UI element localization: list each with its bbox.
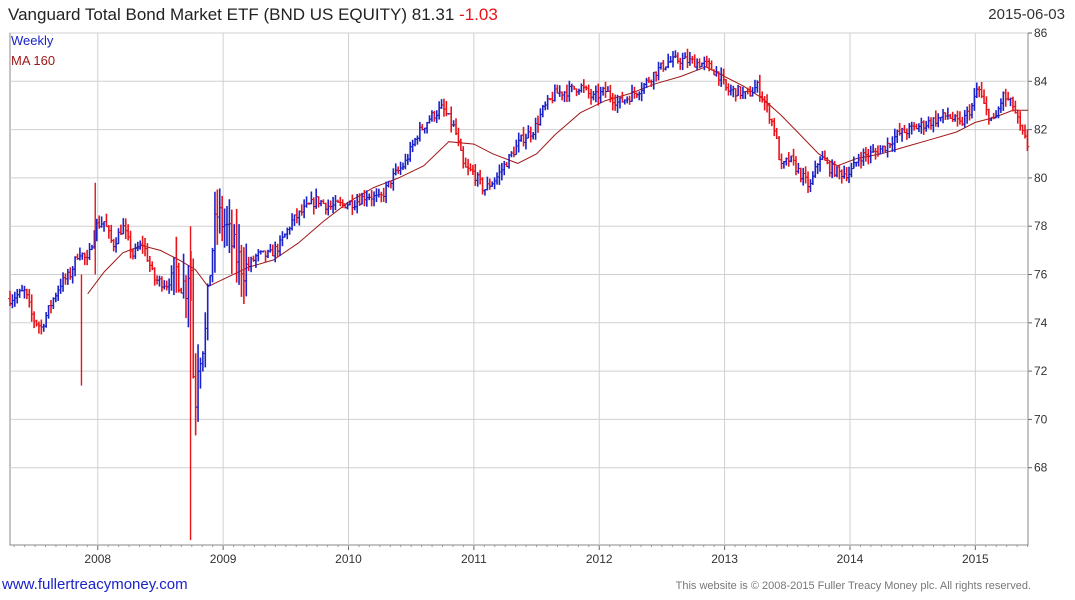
y-tick-label: 86 <box>1034 26 1048 40</box>
x-tick-label: 2015 <box>962 552 989 566</box>
y-tick-label: 80 <box>1034 171 1048 185</box>
y-tick-label: 70 <box>1034 412 1048 426</box>
y-tick-label: 82 <box>1034 123 1048 137</box>
y-tick-label: 74 <box>1034 316 1048 330</box>
x-tick-label: 2010 <box>335 552 362 566</box>
x-tick-label: 2012 <box>586 552 613 566</box>
grid <box>10 32 1028 545</box>
x-tick-label: 2014 <box>837 552 864 566</box>
y-tick-label: 76 <box>1034 268 1048 282</box>
last-price: 81.31 <box>411 5 455 24</box>
x-tick-label: 2008 <box>84 552 111 566</box>
x-tick-label: 2013 <box>711 552 738 566</box>
x-axis: 2008 2009 2010 2011 2012 2013 2014 2015 <box>13 545 1029 566</box>
chart-date: 2015-06-03 <box>988 6 1065 23</box>
plot-area <box>9 32 1029 546</box>
y-tick-label: 68 <box>1034 461 1048 475</box>
price-change: -1.03 <box>459 5 498 24</box>
copyright: This website is © 2008-2015 Fuller Treac… <box>675 580 1031 592</box>
ma-line <box>87 66 1028 295</box>
ma-160-line <box>87 66 1028 295</box>
y-axis: 68 70 72 74 76 78 80 82 84 86 <box>1028 26 1048 475</box>
y-tick-label: 72 <box>1034 364 1048 378</box>
y-tick-label: 84 <box>1034 74 1048 88</box>
site-link[interactable]: www.fullertreacymoney.com <box>2 576 188 593</box>
y-tick-label: 78 <box>1034 219 1048 233</box>
price-spikes <box>80 182 192 541</box>
legend-weekly: Weekly <box>11 33 54 48</box>
chart-title: Vanguard Total Bond Market ETF (BND US E… <box>8 5 498 25</box>
price-bars <box>8 48 1030 436</box>
legend-ma: MA 160 <box>11 53 55 68</box>
x-tick-label: 2009 <box>210 552 237 566</box>
x-tick-label: 2011 <box>461 552 487 566</box>
title-text: Vanguard Total Bond Market ETF (BND US E… <box>8 5 408 24</box>
